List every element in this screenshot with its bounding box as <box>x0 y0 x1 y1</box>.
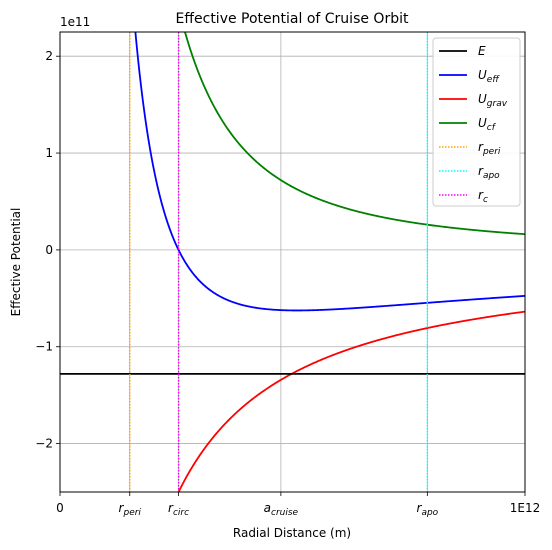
x-tick-label: rperi <box>119 501 142 518</box>
chart-title: Effective Potential of Cruise Orbit <box>176 11 409 27</box>
y-tick-label: 0 <box>45 243 53 257</box>
legend-label-E: E <box>478 44 486 58</box>
legend-box <box>432 37 521 207</box>
grid-layer <box>59 32 526 492</box>
legend-label-rapo: rapo <box>478 164 500 181</box>
legend: E Ueff Ugrav Ucf rperi rapo rc <box>432 37 521 207</box>
y-offset-label: 1e11 <box>60 15 90 29</box>
ticks-layer: 0 rperi rcirc acruise rapo 1E12 2 1 0 −1 −2 <box>35 49 540 518</box>
y-tick-label: −1 <box>35 340 53 354</box>
x-tick-label: 0 <box>56 501 64 515</box>
y-tick-label: 2 <box>45 49 53 63</box>
y-axis-label: Effective Potential <box>9 208 23 317</box>
legend-label-cf: Ucf <box>478 116 497 133</box>
x-tick-label: 1E12 <box>510 501 541 515</box>
x-tick-label: rcirc <box>168 501 189 518</box>
legend-label-rperi: rperi <box>478 140 501 157</box>
x-axis-label: Radial Distance (m) <box>233 526 351 540</box>
legend-label-rc: rc <box>478 188 488 205</box>
y-tick-label: −2 <box>35 437 53 451</box>
plot-frame <box>59 31 526 493</box>
x-tick-label: acruise <box>264 501 299 518</box>
x-tick-label: rapo <box>417 501 439 518</box>
series-u-eff <box>134 32 525 312</box>
y-tick-label: 1 <box>45 146 53 160</box>
legend-label-grav: Ugrav <box>478 92 508 109</box>
legend-label-eff: Ueff <box>478 68 500 85</box>
series-u-grav <box>177 310 525 492</box>
series-layer <box>60 32 525 492</box>
series-u-cf <box>184 32 525 236</box>
